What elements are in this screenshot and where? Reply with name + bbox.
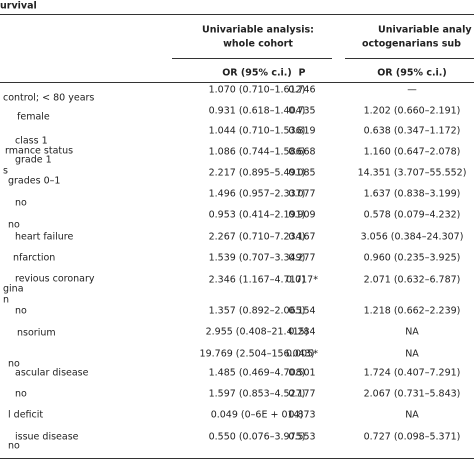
rule: [0, 14, 474, 15]
rule: [0, 458, 474, 459]
cell: 0.177: [288, 388, 316, 400]
cell: 3.056 (0.384–24.307): [360, 231, 464, 243]
cell: 0.049 (0–6E + 014): [210, 409, 304, 421]
cell: 0.578 (0.079–4.232): [363, 209, 461, 221]
cell: 1.496 (0.957–2.337): [208, 188, 306, 200]
row-label: no: [8, 440, 20, 452]
row-label: ascular disease: [15, 367, 89, 379]
row-label: female: [17, 111, 50, 123]
row-label: class 1: [15, 135, 48, 147]
cell: 0.638 (0.347–1.172): [363, 125, 461, 137]
cell: 1.597 (0.853–4.527): [208, 388, 306, 400]
cell: 0.909: [288, 209, 316, 221]
row-label: no: [15, 197, 27, 209]
cell: 0.873: [288, 409, 316, 421]
column-group-header: Univariable analy: [378, 24, 472, 36]
row-label: issue disease: [15, 431, 79, 443]
cell: 1.202 (0.660–2.191): [363, 105, 461, 117]
row-label: nfarction: [13, 252, 56, 264]
cell: 0.819: [288, 125, 316, 137]
cell: 1.070 (0.710–1.612): [208, 84, 306, 96]
row-label: grades 0–1: [8, 175, 61, 187]
row-label: no: [8, 219, 20, 231]
cell: 0.284: [288, 326, 316, 338]
cell: 0.553: [288, 431, 316, 443]
cell: 0.277: [288, 252, 316, 264]
cell: 1.357 (0.892–2.065): [208, 305, 306, 317]
cell: 1.637 (0.838–3.199): [363, 188, 461, 200]
rule: [345, 58, 474, 59]
cell: 1.044 (0.710–1.536): [208, 125, 306, 137]
row-label: l deficit: [8, 409, 44, 421]
cell: 2.067 (0.731–5.843): [363, 388, 461, 400]
row-label: grade 1: [15, 154, 52, 166]
cell: 0.746: [288, 84, 316, 96]
cell: 0.668: [288, 146, 316, 158]
column-group-header: octogenarians sub: [362, 38, 461, 50]
cell: 0.167: [288, 231, 316, 243]
row-label: s: [3, 165, 8, 177]
column-header: OR (95% c.i.): [377, 67, 447, 79]
row-label: no: [8, 358, 20, 370]
column-group-header: whole cohort: [223, 38, 293, 50]
cell: NA: [405, 326, 419, 338]
cell: 2.346 (1.167–4.717): [208, 274, 306, 286]
cell: 1.160 (0.647–2.078): [363, 146, 461, 158]
row-label: nsorium: [17, 327, 56, 339]
cell: 1.539 (0.707–3.349): [208, 252, 306, 264]
cell: 0.077: [288, 188, 316, 200]
cell: 0.501: [288, 367, 316, 379]
column-header: P: [298, 67, 306, 79]
cell: 2.267 (0.710–7.234): [208, 231, 306, 243]
cell: —: [407, 84, 417, 96]
cell: 0.735: [288, 105, 316, 117]
cell: 0.960 (0.235–3.925): [363, 252, 461, 264]
cell: 2.955 (0.408–21.415): [205, 326, 309, 338]
cell: 1.485 (0.469–4.708): [208, 367, 306, 379]
cell: 0.550 (0.076–3.975): [208, 431, 306, 443]
row-label: revious coronary: [15, 273, 95, 285]
rule: [172, 58, 332, 59]
column-header: OR (95% c.i.): [222, 67, 292, 79]
row-label: no: [15, 388, 27, 400]
cell: 2.071 (0.632–6.787): [363, 274, 461, 286]
cell: 2.217 (0.895–5.491): [208, 167, 306, 179]
row-label: rmance status: [5, 145, 74, 157]
cell: 0.017*: [286, 274, 318, 286]
row-label: heart failure: [15, 231, 74, 243]
cell: 1.086 (0.744–1.586): [208, 146, 306, 158]
cell: 0.154: [288, 305, 316, 317]
column-group-header: Univariable analysis:: [202, 24, 314, 36]
rule: [0, 82, 474, 83]
cell: 0.005*: [286, 348, 318, 360]
cell: 0.085: [288, 167, 316, 179]
row-label: no: [15, 305, 27, 317]
cell: NA: [405, 409, 419, 421]
row-label: gina: [3, 283, 24, 295]
cell: NA: [405, 348, 419, 360]
row-label: control; < 80 years: [3, 92, 95, 104]
cell: 1.218 (0.662–2.239): [363, 305, 461, 317]
table-title: urvival: [0, 0, 37, 12]
row-label: n: [3, 294, 10, 306]
cell: 1.724 (0.407–7.291): [363, 367, 461, 379]
cell: 0.727 (0.098–5.371): [363, 431, 461, 443]
cell: 14.351 (3.707–55.552): [357, 167, 467, 179]
cell: 0.931 (0.618–1.404): [208, 105, 306, 117]
cell: 19.769 (2.504–156.043): [199, 348, 315, 360]
cell: 0.953 (0.414–2.191): [208, 209, 306, 221]
